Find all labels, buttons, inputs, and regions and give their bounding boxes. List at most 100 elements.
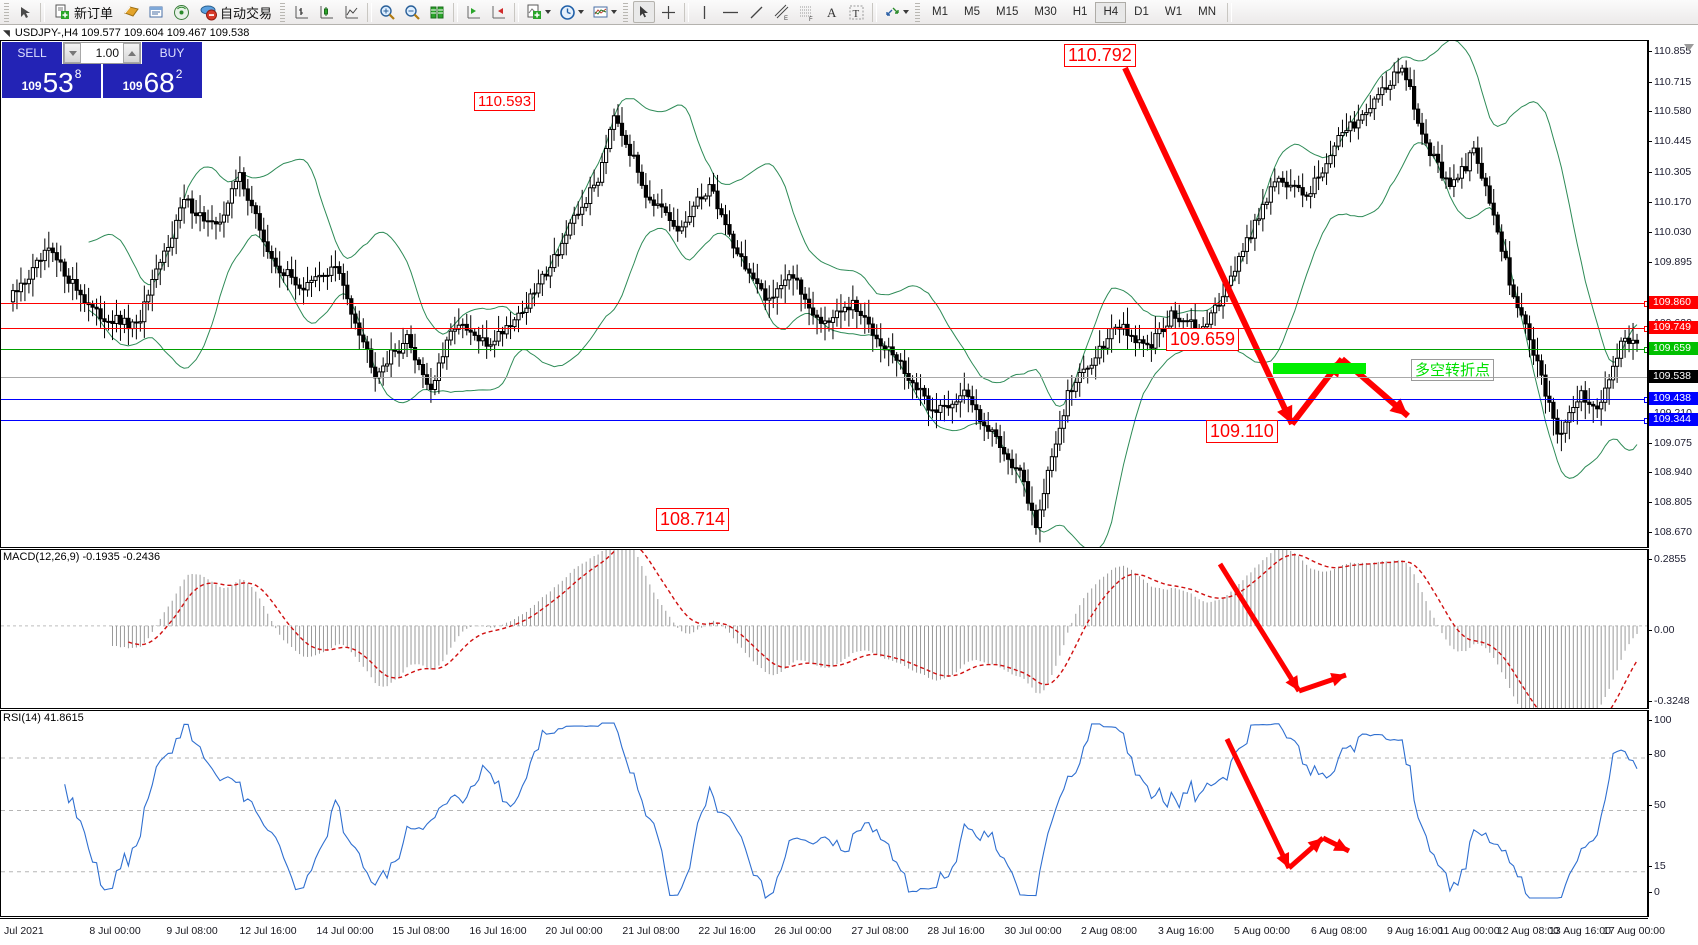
toolbar-grip-3[interactable] (623, 2, 629, 22)
timeframe-button-m30[interactable]: M30 (1034, 6, 1057, 18)
volume-input[interactable]: 1.00 (81, 43, 123, 63)
vertical-line-tool-button[interactable] (693, 1, 716, 23)
expert-advisor-icon[interactable] (120, 1, 143, 23)
text-label-tool-button[interactable]: T (845, 1, 868, 23)
crosshair-tool-button[interactable] (657, 1, 680, 23)
price-tick: 110.305 (1649, 166, 1698, 178)
time-axis[interactable]: Jul 2021 8 Jul 00:00 9 Jul 08:00 12 Jul 16:… (0, 918, 1665, 945)
annotation-turning-point[interactable]: 多空转折点 (1411, 359, 1495, 381)
annotation-109110[interactable]: 109.110 (1206, 420, 1278, 443)
annotation-110593[interactable]: 110.593 (474, 92, 536, 111)
horizontal-line-tool-button[interactable] (718, 1, 743, 23)
price-scale[interactable]: 110.855 110.715 110.580 110.445 110.305 110.1… (1648, 40, 1698, 548)
one-click-trade-panel[interactable]: SELL 1.00 BUY 109 53 8 109 68 2 (2, 42, 202, 98)
pointer-arrow-icon[interactable] (14, 1, 36, 23)
level-anchor[interactable] (1644, 301, 1647, 307)
macd-pane[interactable]: MACD(12,26,9) -0.1935 -0.2436 (0, 549, 1648, 709)
level-anchor[interactable] (1644, 347, 1647, 353)
toolbar-grip[interactable] (4, 2, 9, 22)
new-order-button[interactable]: 新订单 (49, 1, 118, 23)
volume-stepper[interactable]: 1.00 (63, 42, 141, 64)
chevron-down-icon-3[interactable] (611, 10, 618, 14)
symbol-quote-line: ◥ USDJPY-,H4 109.577 109.604 109.467 109… (0, 26, 1698, 40)
arrows-objects-button[interactable] (881, 1, 912, 23)
toolbar-grip-4[interactable] (915, 2, 921, 22)
buy-price-display[interactable]: 109 68 2 (101, 64, 202, 98)
timeframe-button-mn[interactable]: MN (1198, 6, 1216, 18)
level-line-109659[interactable] (1, 347, 1647, 353)
annotation-110792[interactable]: 110.792 (1064, 44, 1136, 67)
time-label: 11 Aug 00:00 (1438, 925, 1500, 937)
macd-scale[interactable]: 0.2855 0.00 -0.3248 (1648, 549, 1698, 709)
sell-price-integer: 109 (21, 79, 42, 93)
grid-columns-icon[interactable] (426, 1, 449, 23)
period-clock-button[interactable] (556, 1, 587, 23)
bar-chart-icon[interactable] (290, 1, 313, 23)
terminal-window-icon[interactable] (145, 1, 168, 23)
chevron-down-icon-4[interactable] (903, 10, 910, 14)
trendline-tool-button[interactable] (745, 1, 768, 23)
timeframe-button-m5[interactable]: M5 (964, 6, 980, 18)
level-line-109344[interactable] (1, 418, 1647, 424)
time-label: 22 Jul 16:00 (698, 925, 756, 937)
svg-text:E: E (784, 16, 788, 21)
timeframe-button-m15[interactable]: M15 (996, 6, 1019, 18)
annotation-109659[interactable]: 109.659 (1166, 328, 1240, 351)
price-tag-support[interactable]: 109.438 (1649, 392, 1698, 405)
main-chart-pane[interactable]: 110.593 110.792 109.659 108.714 109.110 … (0, 40, 1648, 548)
level-line-109749[interactable] (1, 326, 1647, 332)
price-tag-support[interactable]: 109.344 (1649, 413, 1698, 426)
chevron-down-icon[interactable] (545, 10, 552, 14)
sell-price-display[interactable]: 109 53 8 (2, 64, 101, 98)
price-tag-pivot[interactable]: 109.659 (1649, 342, 1698, 355)
signal-broadcast-icon[interactable] (170, 1, 193, 23)
auto-scroll-icon[interactable] (487, 1, 510, 23)
scroll-down-arrow-icon[interactable] (1684, 44, 1694, 51)
sell-button[interactable]: SELL (2, 42, 62, 64)
time-label: 27 Jul 08:00 (851, 925, 909, 937)
rsi-tick: 0 (1649, 887, 1698, 898)
volume-decrease-button[interactable] (64, 43, 81, 63)
candlestick-chart-icon[interactable] (315, 1, 338, 23)
timeframe-button-m1[interactable]: M1 (932, 6, 949, 18)
volume-increase-button[interactable] (123, 43, 140, 63)
equidistant-channel-tool-button[interactable]: E (770, 1, 793, 23)
cursor-tool-button[interactable] (633, 1, 656, 23)
fibonacci-tool-button[interactable]: F (795, 1, 818, 23)
level-line-109438[interactable] (1, 397, 1647, 403)
toolbar-grip-2[interactable] (280, 2, 286, 22)
level-anchor[interactable] (1644, 326, 1647, 332)
highlight-zone-bar[interactable] (1273, 363, 1366, 374)
level-anchor[interactable] (1644, 397, 1647, 403)
annotation-108714[interactable]: 108.714 (656, 508, 730, 531)
buy-price-main: 68 (143, 67, 175, 98)
price-tag-resistance[interactable]: 109.749 (1649, 321, 1698, 334)
time-label: 21 Jul 08:00 (622, 925, 680, 937)
level-line-109860[interactable] (1, 301, 1647, 307)
add-indicator-button[interactable] (523, 1, 554, 23)
shift-chart-start-icon[interactable] (462, 1, 485, 23)
timeframe-button-h1[interactable]: H1 (1072, 6, 1088, 18)
macd-tick: 0.2855 (1649, 554, 1698, 565)
macd-canvas (1, 550, 1647, 708)
zoom-out-icon[interactable] (401, 1, 424, 23)
timeframe-button-h4[interactable]: H4 (1095, 1, 1127, 23)
timeframe-button-d1[interactable]: D1 (1134, 6, 1149, 18)
time-label: 9 Jul 08:00 (166, 925, 218, 937)
toolbar-separator-5 (684, 2, 690, 22)
svg-text:A: A (827, 5, 837, 20)
level-anchor[interactable] (1644, 418, 1647, 424)
rsi-scale[interactable]: 100 80 50 15 0 (1648, 710, 1698, 917)
zoom-in-icon[interactable] (376, 1, 399, 23)
time-label: 9 Aug 16:00 (1386, 925, 1444, 937)
text-tool-button[interactable]: A (820, 1, 843, 23)
auto-trading-button[interactable]: 自动交易 (195, 1, 277, 23)
line-chart-icon[interactable] (340, 1, 363, 23)
buy-button[interactable]: BUY (142, 42, 202, 64)
timeframe-button-w1[interactable]: W1 (1164, 6, 1183, 18)
price-tag-resistance[interactable]: 109.860 (1649, 296, 1698, 309)
templates-button[interactable] (589, 1, 620, 23)
price-tag-last-price[interactable]: 109.538 (1649, 370, 1698, 383)
rsi-pane[interactable]: RSI(14) 41.8615 (0, 710, 1648, 917)
chevron-down-icon-2[interactable] (578, 10, 585, 14)
